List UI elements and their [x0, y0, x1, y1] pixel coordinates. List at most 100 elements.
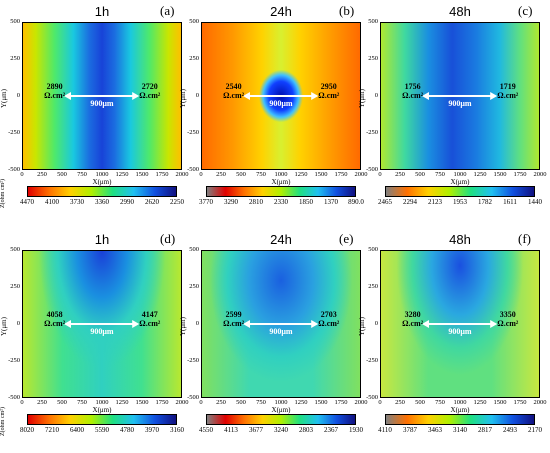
x-tick-label: 1000 — [453, 399, 467, 406]
distance-label: 900μm — [448, 327, 472, 336]
y-tick-label: -500 — [8, 394, 20, 401]
colorbar-tick-label: 2250 — [170, 198, 184, 206]
panel-time-title: 24h — [270, 4, 292, 19]
double-arrow-icon — [421, 92, 497, 100]
right-impedance-value: 3350 Ω.cm² — [493, 310, 523, 328]
right-value-unit: Ω.cm² — [318, 319, 340, 328]
colorbar-tick-label: 1850 — [299, 198, 313, 206]
x-tick-label: 1250 — [115, 399, 129, 406]
colorbar-tick-label: 3787 — [403, 426, 417, 434]
colorbar-tick-label: 890.0 — [348, 198, 364, 206]
colorbar — [206, 186, 356, 197]
double-arrow-icon — [63, 320, 139, 328]
colorbar-tick-label: 5590 — [95, 426, 109, 434]
colorbar-tick-label: 4780 — [120, 426, 134, 434]
y-axis-label: Y(μm) — [179, 89, 187, 108]
colorbar-tick-label: 3290 — [224, 198, 238, 206]
y-axis-label: Y(μm) — [0, 317, 8, 336]
double-arrow-icon — [242, 320, 318, 328]
x-tick-label: 1500 — [135, 399, 149, 406]
y-tick-label: 250 — [189, 55, 199, 62]
y-tick-label: 250 — [368, 55, 378, 62]
colorbar-tick-label: 2803 — [299, 426, 313, 434]
x-tick-label: 500 — [57, 399, 67, 406]
right-impedance-value: 4147 Ω.cm² — [135, 310, 165, 328]
colorbar-unit-label: Z(ohm cm²) — [0, 179, 6, 208]
x-tick-label: 0 — [378, 171, 382, 178]
distance-label: 900μm — [448, 99, 472, 108]
panel-letter: (d) — [160, 231, 176, 246]
colorbar-tick-label: 6400 — [70, 426, 84, 434]
double-arrow-icon — [63, 92, 139, 100]
y-tick-label: -500 — [187, 394, 199, 401]
x-tick-label: 1500 — [493, 399, 507, 406]
left-value-unit: Ω.cm² — [223, 91, 245, 100]
y-tick-label: 250 — [10, 283, 20, 290]
y-tick-label: 250 — [10, 55, 20, 62]
right-impedance-value: 2720 Ω.cm² — [135, 82, 165, 100]
left-value-number: 2890 — [46, 82, 63, 91]
x-tick-label: 1500 — [135, 171, 149, 178]
left-value-unit: Ω.cm² — [44, 319, 66, 328]
colorbar-tick-label: 2817 — [478, 426, 492, 434]
panel-letter: (a) — [160, 3, 175, 18]
colorbar-tick-label: 2810 — [249, 198, 263, 206]
x-tick-label: 250 — [216, 399, 226, 406]
colorbar — [385, 186, 535, 197]
left-impedance-value: 4058 Ω.cm² — [40, 310, 70, 328]
x-tick-label: 500 — [236, 399, 246, 406]
colorbar-unit-label: Z(ohm cm²) — [0, 407, 6, 436]
colorbar-tick-label: 1440 — [528, 198, 542, 206]
x-tick-label: 250 — [395, 171, 405, 178]
y-tick-label: -500 — [8, 166, 20, 173]
x-axis-label: X(μm) — [92, 178, 112, 186]
x-tick-label: 2000 — [533, 171, 547, 178]
panel-time-title: 24h — [270, 232, 292, 247]
colorbar-tick-label: 1370 — [324, 198, 338, 206]
y-tick-label: -500 — [366, 166, 378, 173]
colorbar-tick-label: 3360 — [95, 198, 109, 206]
y-tick-label: -250 — [366, 357, 378, 364]
y-tick-label: 0 — [374, 320, 378, 327]
x-tick-label: 750 — [435, 399, 445, 406]
colorbar-tick-label: 4110 — [378, 426, 392, 434]
panel-letter: (e) — [339, 231, 354, 246]
x-tick-label: 1500 — [314, 171, 328, 178]
y-tick-label: 500 — [10, 18, 20, 25]
x-tick-label: 0 — [20, 399, 24, 406]
x-tick-label: 500 — [415, 399, 425, 406]
x-tick-label: 1000 — [274, 399, 288, 406]
x-tick-label: 250 — [216, 171, 226, 178]
left-impedance-value: 2599 Ω.cm² — [219, 310, 249, 328]
x-tick-label: 750 — [256, 399, 266, 406]
y-tick-label: 500 — [368, 18, 378, 25]
left-impedance-value: 3280 Ω.cm² — [398, 310, 428, 328]
right-value-unit: Ω.cm² — [139, 91, 161, 100]
x-tick-label: 750 — [435, 171, 445, 178]
x-tick-label: 500 — [236, 171, 246, 178]
x-tick-label: 1750 — [155, 399, 169, 406]
colorbar-tick-label: 2123 — [428, 198, 442, 206]
x-tick-label: 1750 — [334, 171, 348, 178]
x-tick-label: 750 — [256, 171, 266, 178]
x-tick-label: 750 — [77, 171, 87, 178]
colorbar — [385, 414, 535, 425]
x-tick-label: 0 — [20, 171, 24, 178]
x-tick-label: 0 — [199, 399, 203, 406]
colorbar-tick-label: 4100 — [45, 198, 59, 206]
y-tick-label: -500 — [187, 166, 199, 173]
x-tick-label: 2000 — [354, 171, 368, 178]
colorbar-tick-label: 2465 — [378, 198, 392, 206]
left-value-unit: Ω.cm² — [402, 319, 424, 328]
y-tick-label: 0 — [16, 92, 20, 99]
y-tick-label: -500 — [366, 394, 378, 401]
right-value-number: 1719 — [499, 82, 516, 91]
right-value-number: 3350 — [499, 310, 516, 319]
x-axis-label: X(μm) — [271, 178, 291, 186]
x-axis-label: X(μm) — [450, 178, 470, 186]
distance-label: 900μm — [90, 327, 114, 336]
colorbar-tick-label: 2620 — [145, 198, 159, 206]
colorbar-tick-label: 2170 — [528, 426, 542, 434]
colorbar-tick-label: 3140 — [453, 426, 467, 434]
distance-label: 900μm — [269, 327, 293, 336]
